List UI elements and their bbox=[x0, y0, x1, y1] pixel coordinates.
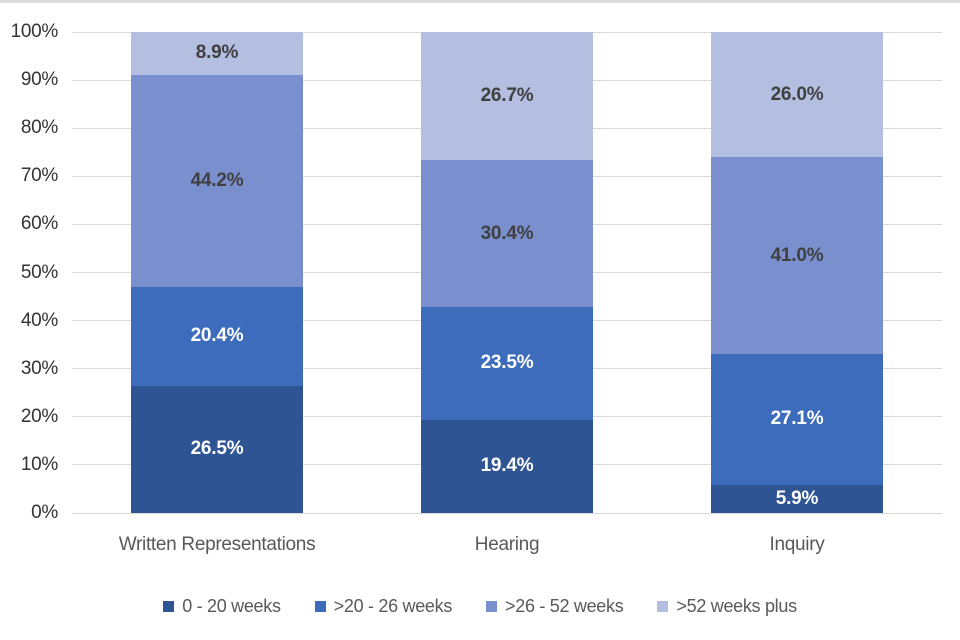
bar-segment-data-label: 27.1% bbox=[770, 408, 824, 430]
bar-column-hearing: 19.4% 23.5% 30.4% 26.7% bbox=[421, 32, 593, 513]
bar-segment-data-label: 44.2% bbox=[190, 170, 244, 192]
legend-swatch-icon bbox=[163, 601, 175, 612]
gridline bbox=[72, 512, 942, 514]
bar-segment-data-label: 26.0% bbox=[770, 83, 824, 105]
bar-segment-data-label: 20.4% bbox=[190, 325, 244, 347]
legend-label: >52 weeks plus bbox=[676, 596, 797, 616]
y-axis-tick-label: 10% bbox=[20, 453, 58, 475]
bar-segment: 30.4% bbox=[421, 160, 593, 307]
y-axis-tick-label: 70% bbox=[20, 165, 58, 187]
legend-swatch-icon bbox=[314, 601, 326, 612]
bar-segment: 27.1% bbox=[711, 354, 883, 485]
legend-item: 0 - 20 weeks bbox=[163, 596, 281, 617]
category-label: Hearing bbox=[474, 534, 540, 555]
legend: 0 - 20 weeks >20 - 26 weeks >26 - 52 weeks… bbox=[0, 596, 960, 617]
legend-swatch-icon bbox=[486, 601, 498, 612]
bar-column-written-representations: 26.5% 20.4% 44.2% 8.9% bbox=[131, 32, 303, 513]
bar-segment-data-label: 26.7% bbox=[480, 85, 534, 107]
bar-segment-data-label: 8.9% bbox=[195, 42, 239, 64]
y-axis-tick-label: 90% bbox=[20, 69, 58, 91]
bar-segment-data-label: 26.5% bbox=[190, 438, 244, 460]
legend-swatch-icon bbox=[657, 601, 669, 612]
bar-segment: 23.5% bbox=[421, 306, 593, 420]
top-border-line bbox=[0, 0, 960, 3]
gridline bbox=[72, 31, 942, 33]
bar-segment: 20.4% bbox=[131, 287, 303, 386]
y-axis-tick-label: 60% bbox=[20, 213, 58, 235]
y-axis-tick-label: 20% bbox=[20, 405, 58, 427]
bar-segment: 44.2% bbox=[131, 74, 303, 288]
y-axis-tick-label: 80% bbox=[20, 117, 58, 139]
bar-segment: 8.9% bbox=[131, 32, 303, 75]
bar-segment: 19.4% bbox=[421, 419, 593, 513]
bar-segment: 41.0% bbox=[711, 157, 883, 355]
bar-segment-data-label: 19.4% bbox=[480, 455, 534, 477]
legend-label: 0 - 20 weeks bbox=[182, 596, 281, 616]
bar-column-inquiry: 5.9% 27.1% 41.0% 26.0% bbox=[711, 32, 883, 513]
y-axis-tick-label: 0% bbox=[31, 502, 58, 523]
y-axis-tick-label: 40% bbox=[20, 309, 58, 331]
y-axis-tick-label: 100% bbox=[10, 21, 59, 42]
bar-segment: 26.5% bbox=[131, 385, 303, 513]
bar-segment-data-label: 5.9% bbox=[775, 487, 819, 509]
category-label: Written Representations bbox=[118, 534, 316, 555]
bar-segment-data-label: 30.4% bbox=[480, 222, 534, 244]
legend-item: >26 - 52 weeks bbox=[486, 596, 624, 617]
y-axis-tick-label: 30% bbox=[20, 357, 58, 379]
legend-label: >26 - 52 weeks bbox=[505, 596, 624, 616]
bar-segment: 26.7% bbox=[421, 32, 593, 161]
legend-item: >52 weeks plus bbox=[657, 596, 797, 617]
bar-segment: 5.9% bbox=[711, 484, 883, 513]
y-axis-tick-label: 50% bbox=[20, 261, 58, 283]
bar-segment-data-label: 23.5% bbox=[480, 352, 534, 374]
category-label: Inquiry bbox=[769, 534, 825, 555]
bar-segment-data-label: 41.0% bbox=[770, 244, 824, 266]
bar-segment: 26.0% bbox=[711, 32, 883, 158]
legend-item: >20 - 26 weeks bbox=[314, 596, 453, 617]
legend-label: >20 - 26 weeks bbox=[333, 596, 453, 616]
